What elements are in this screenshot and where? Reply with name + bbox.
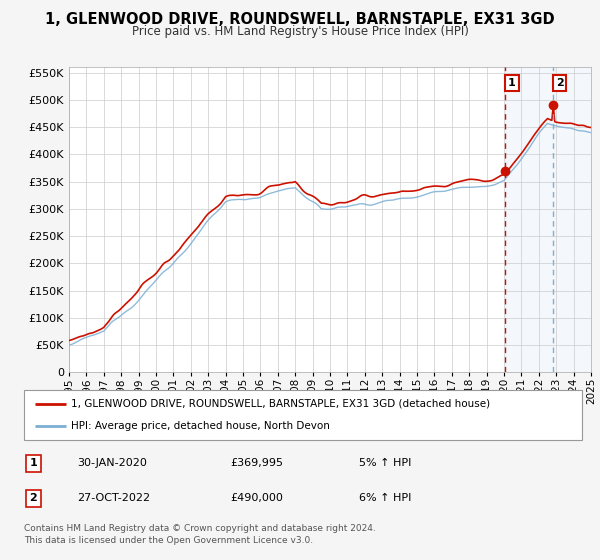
Text: 2: 2 (556, 78, 563, 88)
Text: £369,995: £369,995 (230, 459, 283, 468)
Text: 5% ↑ HPI: 5% ↑ HPI (359, 459, 411, 468)
Text: 27-OCT-2022: 27-OCT-2022 (77, 493, 150, 503)
Text: Price paid vs. HM Land Registry's House Price Index (HPI): Price paid vs. HM Land Registry's House … (131, 25, 469, 38)
Text: Contains HM Land Registry data © Crown copyright and database right 2024.: Contains HM Land Registry data © Crown c… (24, 524, 376, 533)
Text: 6% ↑ HPI: 6% ↑ HPI (359, 493, 411, 503)
Text: HPI: Average price, detached house, North Devon: HPI: Average price, detached house, Nort… (71, 421, 331, 431)
Text: 1: 1 (508, 78, 516, 88)
Text: 1: 1 (29, 459, 37, 468)
Text: 1, GLENWOOD DRIVE, ROUNDSWELL, BARNSTAPLE, EX31 3GD: 1, GLENWOOD DRIVE, ROUNDSWELL, BARNSTAPL… (45, 12, 555, 27)
Text: 1, GLENWOOD DRIVE, ROUNDSWELL, BARNSTAPLE, EX31 3GD (detached house): 1, GLENWOOD DRIVE, ROUNDSWELL, BARNSTAPL… (71, 399, 491, 409)
Text: 30-JAN-2020: 30-JAN-2020 (77, 459, 147, 468)
Text: £490,000: £490,000 (230, 493, 283, 503)
Bar (505, 67, 595, 372)
Text: This data is licensed under the Open Government Licence v3.0.: This data is licensed under the Open Gov… (24, 536, 313, 545)
Text: 2: 2 (29, 493, 37, 503)
